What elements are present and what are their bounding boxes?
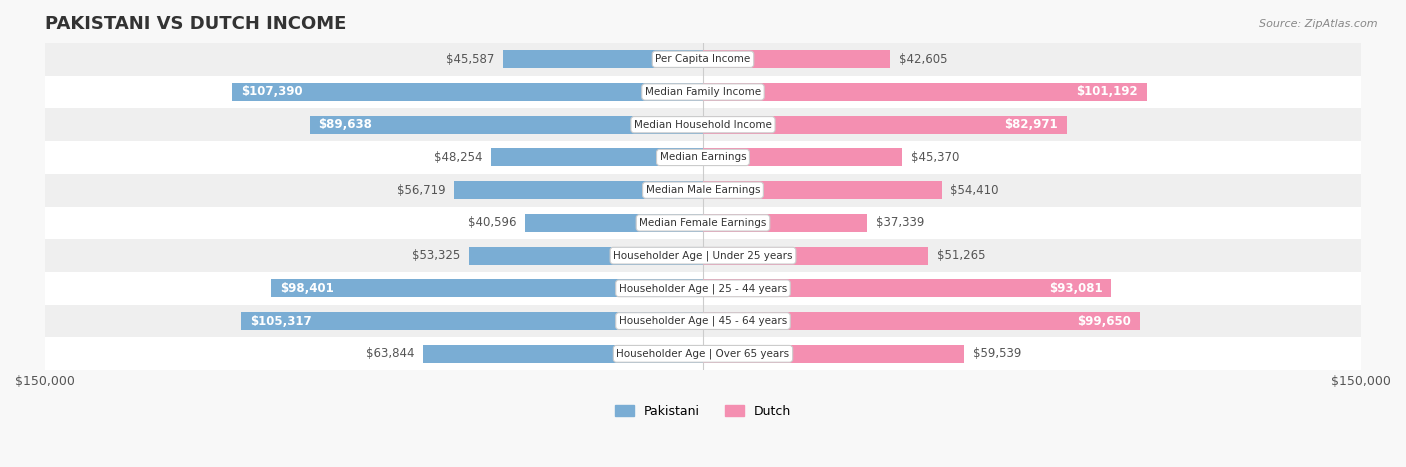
Bar [45, 206, 1361, 239]
Text: Source: ZipAtlas.com: Source: ZipAtlas.com [1260, 19, 1378, 28]
Bar [309, 116, 703, 134]
Bar [271, 279, 703, 297]
Text: $93,081: $93,081 [1049, 282, 1102, 295]
Bar [503, 50, 703, 68]
Text: Median Female Earnings: Median Female Earnings [640, 218, 766, 228]
Text: Householder Age | Over 65 years: Householder Age | Over 65 years [616, 348, 790, 359]
Legend: Pakistani, Dutch: Pakistani, Dutch [610, 400, 796, 423]
Bar [703, 83, 1147, 101]
Bar [45, 108, 1361, 141]
Text: $53,325: $53,325 [412, 249, 460, 262]
Bar [45, 272, 1361, 304]
Text: $37,339: $37,339 [876, 216, 924, 229]
Text: $98,401: $98,401 [280, 282, 333, 295]
Bar [45, 239, 1361, 272]
Text: $54,410: $54,410 [950, 184, 1000, 197]
Bar [45, 43, 1361, 76]
Text: $59,539: $59,539 [973, 347, 1021, 361]
Bar [45, 304, 1361, 338]
Text: $99,650: $99,650 [1077, 315, 1132, 327]
Bar [703, 214, 868, 232]
Text: $107,390: $107,390 [240, 85, 302, 99]
Bar [703, 149, 903, 166]
Bar [703, 279, 1111, 297]
Bar [703, 181, 942, 199]
Text: $89,638: $89,638 [319, 118, 373, 131]
Bar [491, 149, 703, 166]
Bar [703, 50, 890, 68]
Bar [232, 83, 703, 101]
Text: $45,370: $45,370 [911, 151, 959, 164]
Bar [45, 76, 1361, 108]
Bar [703, 247, 928, 265]
Bar [45, 174, 1361, 206]
Text: $51,265: $51,265 [936, 249, 986, 262]
Text: Median Male Earnings: Median Male Earnings [645, 185, 761, 195]
Text: Median Earnings: Median Earnings [659, 152, 747, 163]
Text: Householder Age | 45 - 64 years: Householder Age | 45 - 64 years [619, 316, 787, 326]
Text: $105,317: $105,317 [250, 315, 311, 327]
Bar [423, 345, 703, 363]
Text: $48,254: $48,254 [434, 151, 482, 164]
Text: Householder Age | 25 - 44 years: Householder Age | 25 - 44 years [619, 283, 787, 294]
Bar [240, 312, 703, 330]
Text: Householder Age | Under 25 years: Householder Age | Under 25 years [613, 250, 793, 261]
Text: $101,192: $101,192 [1077, 85, 1139, 99]
Text: $40,596: $40,596 [468, 216, 516, 229]
Text: $56,719: $56,719 [396, 184, 446, 197]
Text: Median Household Income: Median Household Income [634, 120, 772, 130]
Bar [470, 247, 703, 265]
Text: $42,605: $42,605 [898, 53, 948, 66]
Bar [45, 141, 1361, 174]
Text: Median Family Income: Median Family Income [645, 87, 761, 97]
Bar [703, 345, 965, 363]
Text: Per Capita Income: Per Capita Income [655, 54, 751, 64]
Bar [524, 214, 703, 232]
Bar [703, 116, 1067, 134]
Bar [454, 181, 703, 199]
Text: PAKISTANI VS DUTCH INCOME: PAKISTANI VS DUTCH INCOME [45, 15, 346, 33]
Text: $45,587: $45,587 [446, 53, 495, 66]
Bar [703, 312, 1140, 330]
Text: $63,844: $63,844 [366, 347, 415, 361]
Text: $82,971: $82,971 [1005, 118, 1059, 131]
Bar [45, 338, 1361, 370]
